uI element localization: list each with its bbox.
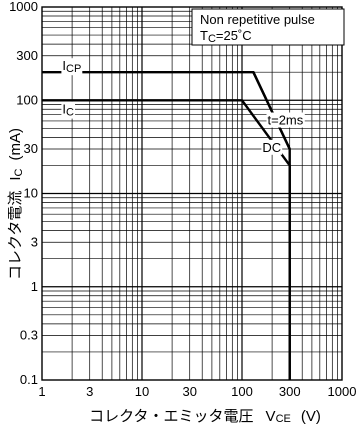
x-tick-labels: 1 3 10 30 100 300 1000 [38, 384, 356, 399]
x-tick-label: 1 [38, 384, 45, 399]
y-tick-label: 30 [24, 141, 38, 156]
label-backing [61, 101, 76, 119]
y-tick-label: 100 [16, 92, 38, 107]
series-icp [42, 70, 291, 380]
x-tick-label: 1000 [328, 384, 357, 399]
y-tick-label: 3 [31, 234, 38, 249]
series-dc [42, 99, 291, 380]
icp-label: ICP [62, 58, 81, 75]
y-tick-label: 10 [24, 186, 38, 201]
y-tick-label: 0.3 [20, 328, 38, 343]
series-t-2ms [252, 71, 291, 150]
dc-label: DC [262, 140, 281, 155]
x-tick-label: 300 [279, 384, 301, 399]
ic-label: IC [62, 102, 74, 119]
y-tick-label: 300 [16, 48, 38, 63]
y-axis-title: コレクタ電流IC(mA) [7, 128, 25, 280]
annotation-line-2: TC=25˚C [200, 28, 252, 45]
x-axis-title: コレクタ・エミッタ電圧 VCE (V) [89, 408, 321, 425]
y-tick-label: 0.1 [20, 372, 38, 387]
x-tick-label: 100 [231, 384, 253, 399]
annotation-line-1: Non repetitive pulse [200, 12, 315, 27]
x-tick-label: 10 [135, 384, 149, 399]
label-backing [61, 58, 83, 76]
plot-frame [41, 6, 343, 381]
label-backing [266, 112, 305, 128]
label-backing [261, 139, 283, 155]
annotation-box: Non repetitive pulse TC=25˚C [191, 8, 345, 46]
x-tick-label: 3 [86, 384, 93, 399]
y-tick-labels: 0.1 0.3 1 3 10 30 100 300 1000 [9, 0, 38, 387]
x-tick-label: 30 [182, 384, 196, 399]
soa-curves [42, 70, 291, 380]
pulse-2ms-label: t=2ms [268, 113, 304, 128]
y-tick-label: 1 [31, 279, 38, 294]
y-tick-label: 1000 [9, 0, 38, 14]
